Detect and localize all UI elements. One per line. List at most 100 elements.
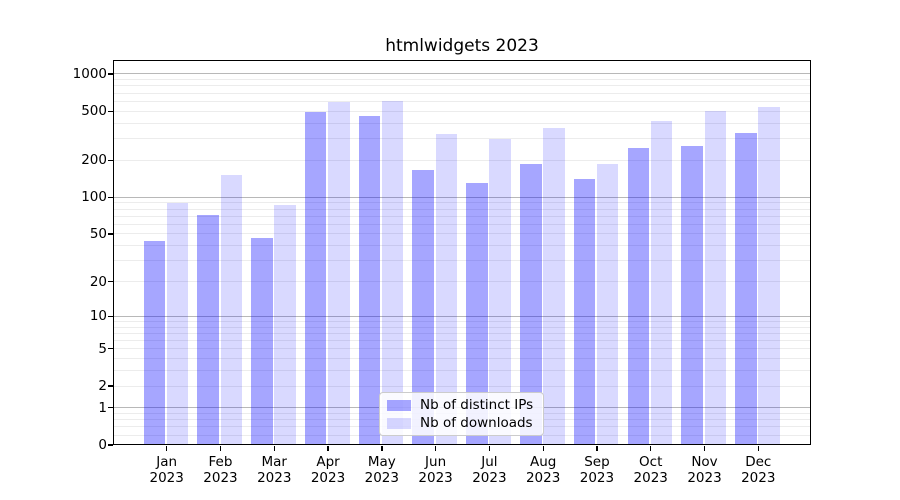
- bar-distinct-ips-aug: [519, 163, 542, 445]
- bar-distinct-ips-dec: [735, 132, 757, 445]
- y-tick-label-0: 0: [98, 437, 107, 453]
- minor-gridline: [113, 223, 811, 225]
- x-tick-label-oct: Oct 2023: [633, 454, 668, 486]
- minor-gridline: [113, 370, 811, 372]
- y-tick-mark: [108, 73, 113, 75]
- bar-downloads-apr: [328, 102, 350, 445]
- y-tick-mark: [108, 385, 113, 387]
- bar-downloads-oct: [650, 121, 673, 445]
- x-tick-label-jan: Jan 2023: [149, 454, 184, 486]
- minor-gridline: [113, 260, 811, 262]
- minor-gridline: [113, 245, 811, 247]
- bar-distinct-ips-sep: [573, 178, 596, 445]
- bar-downloads-aug: [543, 128, 565, 445]
- y-tick-label-2: 2: [98, 378, 107, 394]
- x-tick-label-may: May 2023: [364, 454, 399, 486]
- x-tick-label-jul: Jul 2023: [472, 454, 507, 486]
- y-tick-label-100: 100: [81, 189, 107, 206]
- minor-gridline: [113, 85, 811, 87]
- legend-item-distinct-ips: Nb of distinct IPs: [387, 397, 535, 413]
- bar-downloads-mar: [274, 204, 296, 445]
- bar-distinct-ips-oct: [627, 147, 650, 445]
- x-tick-label-nov: Nov 2023: [687, 454, 722, 486]
- minor-gridline: [113, 332, 811, 334]
- y-tick-mark: [108, 407, 113, 409]
- bar-distinct-ips-may: [358, 115, 381, 445]
- x-tick-mark-oct: [650, 446, 652, 451]
- legend: Nb of distinct IPs Nb of downloads: [379, 392, 544, 436]
- minor-gridline: [113, 320, 811, 322]
- plot-area: [113, 60, 811, 445]
- minor-gridline: [113, 110, 811, 112]
- legend-item-downloads: Nb of downloads: [387, 415, 535, 431]
- minor-gridline: [113, 138, 811, 140]
- bar-distinct-ips-jan: [143, 240, 166, 445]
- minor-gridline: [113, 358, 811, 360]
- minor-gridline: [113, 281, 811, 282]
- x-tick-mark-jan: [166, 446, 168, 451]
- bar-downloads-jul: [489, 138, 511, 445]
- y-tick-label-5: 5: [98, 340, 107, 357]
- y-tick-mark: [108, 348, 113, 350]
- x-tick-label-aug: Aug 2023: [525, 454, 561, 486]
- x-tick-mark-aug: [542, 446, 544, 451]
- major-gridline: [113, 73, 811, 75]
- legend-label: Nb of downloads: [420, 415, 533, 431]
- y-tick-mark: [108, 233, 113, 235]
- bar-distinct-ips-feb: [197, 214, 219, 445]
- y-tick-label-50: 50: [89, 225, 107, 242]
- x-tick-label-apr: Apr 2023: [310, 454, 346, 486]
- bar-distinct-ips-apr: [304, 111, 327, 445]
- minor-gridline: [113, 208, 811, 210]
- y-tick-mark: [108, 110, 113, 112]
- y-tick-mark: [108, 196, 113, 198]
- x-tick-mark-dec: [757, 446, 759, 451]
- y-tick-label-500: 500: [81, 103, 107, 120]
- x-tick-mark-may: [381, 446, 383, 451]
- minor-gridline: [113, 92, 811, 94]
- bar-downloads-may: [381, 100, 404, 445]
- minor-gridline: [113, 233, 811, 235]
- bar-downloads-jun: [435, 134, 458, 445]
- x-tick-label-mar: Mar 2023: [257, 454, 292, 486]
- bar-distinct-ips-nov: [681, 145, 703, 445]
- bar-downloads-dec: [758, 107, 780, 445]
- y-tick-label-1000: 1000: [72, 65, 107, 82]
- minor-gridline: [113, 340, 811, 341]
- x-tick-mark-jun: [435, 446, 437, 451]
- y-tick-mark: [108, 280, 113, 283]
- bar-distinct-ips-jun: [412, 170, 434, 445]
- major-gridline: [113, 315, 811, 317]
- y-tick-mark: [108, 315, 113, 317]
- major-gridline: [113, 196, 811, 198]
- bar-downloads-jan: [166, 202, 189, 445]
- y-tick-label-10: 10: [89, 308, 107, 325]
- bar-distinct-ips-mar: [251, 238, 273, 445]
- minor-gridline: [113, 100, 811, 102]
- x-tick-mark-sep: [596, 446, 598, 451]
- minor-gridline: [113, 348, 811, 350]
- minor-gridline: [113, 79, 811, 81]
- y-tick-label-200: 200: [81, 152, 107, 169]
- y-tick-label-20: 20: [89, 273, 107, 290]
- minor-gridline: [113, 202, 811, 204]
- x-tick-mark-apr: [327, 446, 329, 451]
- chart-title: htmlwidgets 2023: [385, 36, 539, 56]
- x-tick-label-sep: Sep 2023: [579, 454, 615, 486]
- x-tick-mark-nov: [703, 446, 706, 451]
- x-tick-label-jun: Jun 2023: [418, 454, 453, 486]
- minor-gridline: [113, 215, 811, 217]
- x-tick-mark-mar: [273, 446, 275, 451]
- minor-gridline: [113, 122, 811, 124]
- legend-label: Nb of distinct IPs: [420, 397, 534, 413]
- minor-gridline: [113, 159, 811, 161]
- x-tick-mark-feb: [219, 446, 222, 451]
- y-tick-mark: [108, 444, 113, 446]
- y-tick-label-1: 1: [98, 399, 107, 416]
- legend-swatch-downloads: [387, 417, 411, 429]
- x-tick-label-dec: Dec 2023: [741, 454, 776, 486]
- x-tick-label-feb: Feb 2023: [203, 454, 238, 486]
- minor-gridline: [113, 385, 811, 387]
- bar-downloads-sep: [597, 163, 619, 445]
